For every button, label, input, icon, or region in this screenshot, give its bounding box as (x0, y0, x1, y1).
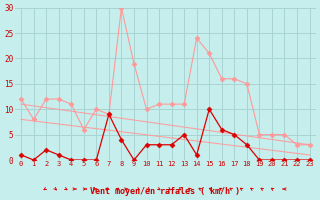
X-axis label: Vent moyen/en rafales ( km/h ): Vent moyen/en rafales ( km/h ) (90, 187, 240, 196)
